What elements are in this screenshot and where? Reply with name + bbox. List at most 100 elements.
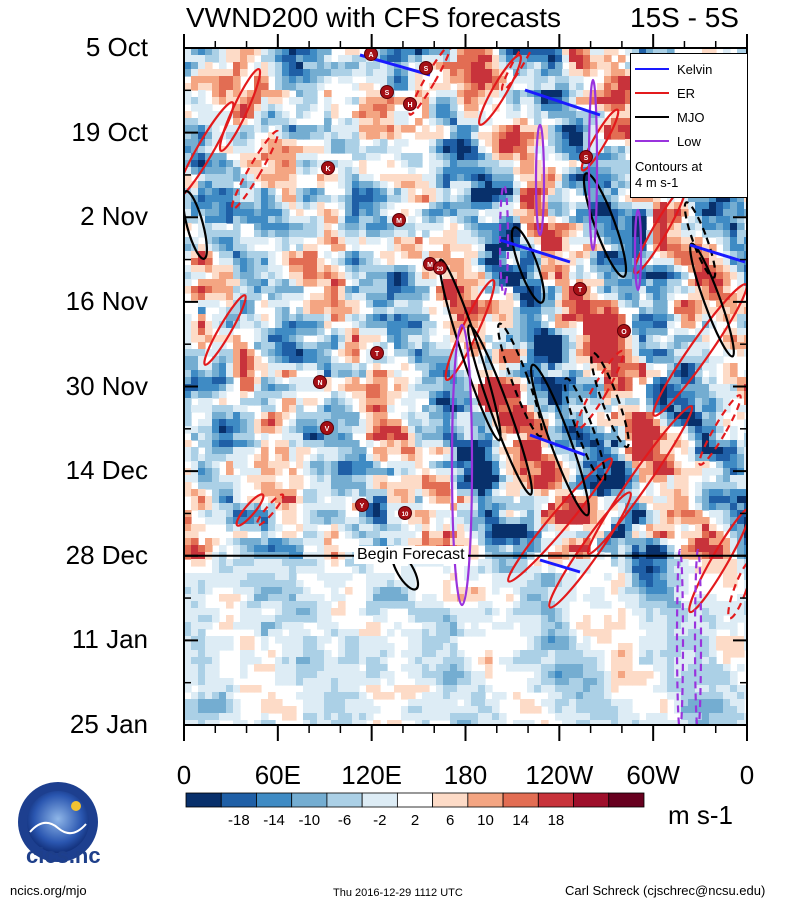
heat-cell (191, 202, 199, 210)
heat-cell (191, 286, 199, 294)
heat-cell (492, 244, 500, 252)
heat-cell (688, 531, 696, 539)
heat-cell (457, 531, 465, 539)
heat-cell (324, 104, 332, 112)
heat-cell (254, 545, 262, 553)
heat-cell (247, 146, 255, 154)
heat-cell (681, 489, 689, 497)
heat-cell (289, 286, 297, 294)
heat-cell (611, 230, 619, 238)
heat-cell (576, 209, 584, 217)
heat-cell (205, 167, 213, 175)
heat-cell (191, 545, 199, 553)
heat-cell (737, 293, 745, 301)
heat-cell (401, 76, 409, 84)
heat-cell (597, 510, 605, 518)
heat-cell (373, 314, 381, 322)
heat-cell (240, 146, 248, 154)
heat-cell (345, 461, 353, 469)
heat-cell (191, 272, 199, 280)
heat-cell (254, 419, 262, 427)
heat-cell (296, 286, 304, 294)
heat-cell (464, 174, 472, 182)
heat-cell (597, 300, 605, 308)
heat-cell (674, 482, 682, 490)
heat-cell (317, 356, 325, 364)
heat-cell (443, 111, 451, 119)
heat-cell (415, 153, 423, 161)
heat-cell (688, 202, 696, 210)
heat-cell (555, 510, 563, 518)
heat-cell (422, 188, 430, 196)
heat-cell (415, 90, 423, 98)
heat-cell (373, 538, 381, 546)
heat-cell (359, 188, 367, 196)
heat-cell (541, 132, 549, 140)
heat-cell (709, 356, 717, 364)
heat-cell (184, 384, 192, 392)
heat-cell (352, 489, 360, 497)
heat-cell (373, 517, 381, 525)
heat-cell (611, 153, 619, 161)
heat-cell (562, 377, 570, 385)
heat-cell (548, 433, 556, 441)
heat-cell (254, 230, 262, 238)
heat-cell (464, 454, 472, 462)
heat-cell (275, 48, 283, 56)
heat-cell (240, 160, 248, 168)
heat-cell (219, 202, 227, 210)
heat-cell (408, 503, 416, 511)
heat-cell (443, 202, 451, 210)
heat-cell (499, 524, 507, 532)
heat-cell (520, 139, 528, 147)
heat-cell (485, 55, 493, 63)
heat-cell (499, 426, 507, 434)
heat-cell (520, 90, 528, 98)
heat-cell (366, 328, 374, 336)
heat-cell (352, 454, 360, 462)
heat-cell (212, 202, 220, 210)
heat-cell (268, 293, 276, 301)
heat-cell (443, 426, 451, 434)
heat-cell (401, 209, 409, 217)
heat-cell (289, 83, 297, 91)
heat-cell (233, 279, 241, 287)
heat-cell (737, 216, 745, 224)
heat-cell (261, 181, 269, 189)
heat-cell (289, 419, 297, 427)
heat-cell (744, 370, 747, 378)
heat-cell (345, 482, 353, 490)
heat-cell (394, 384, 402, 392)
heat-cell (191, 237, 199, 245)
heat-cell (415, 482, 423, 490)
heat-cell (324, 307, 332, 315)
heat-cell (723, 293, 731, 301)
heat-cell (303, 62, 311, 70)
heat-cell (422, 293, 430, 301)
heat-cell (275, 293, 283, 301)
heat-cell (625, 223, 633, 231)
heat-cell (569, 391, 577, 399)
heat-cell (730, 461, 738, 469)
heat-cell (625, 111, 633, 119)
heat-cell (625, 167, 633, 175)
heat-cell (555, 223, 563, 231)
heat-cell (520, 167, 528, 175)
heat-cell (373, 447, 381, 455)
heat-cell (240, 321, 248, 329)
heat-cell (548, 349, 556, 357)
heat-cell (317, 209, 325, 217)
heat-cell (590, 153, 598, 161)
heat-cell (359, 181, 367, 189)
heat-cell (527, 48, 535, 56)
heat-cell (338, 461, 346, 469)
heat-cell (618, 300, 626, 308)
heat-cell (590, 335, 598, 343)
heat-cell (457, 335, 465, 343)
heat-cell (506, 391, 514, 399)
heat-cell (212, 83, 220, 91)
heat-cell (352, 531, 360, 539)
heat-cell (275, 349, 283, 357)
heat-cell (583, 132, 591, 140)
heat-cell (233, 146, 241, 154)
